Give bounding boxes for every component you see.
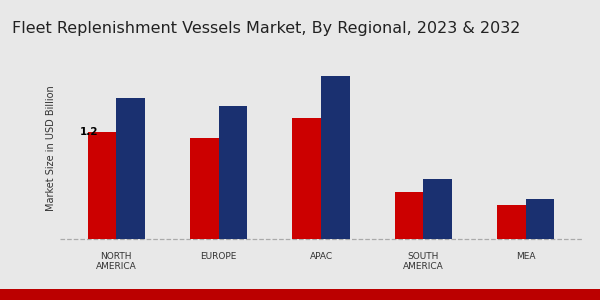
Bar — [526, 200, 554, 239]
Bar — [190, 138, 218, 239]
Bar — [88, 131, 116, 239]
Bar — [395, 192, 424, 239]
Bar — [497, 205, 526, 239]
Text: Fleet Replenishment Vessels Market, By Regional, 2023 & 2032: Fleet Replenishment Vessels Market, By R… — [12, 21, 520, 36]
Bar — [218, 106, 247, 239]
Bar — [424, 179, 452, 239]
Text: 1.2: 1.2 — [79, 127, 98, 136]
Y-axis label: Market Size in USD Billion: Market Size in USD Billion — [46, 85, 56, 212]
Bar — [116, 98, 145, 239]
Bar — [292, 118, 321, 239]
Bar — [321, 76, 350, 239]
